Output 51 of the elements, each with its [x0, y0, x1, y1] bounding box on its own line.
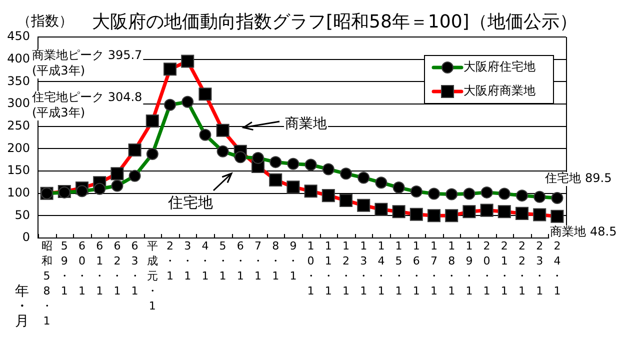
- x-tick-label: 平成元・1: [146, 239, 158, 312]
- x-tick-label: 12・1: [340, 239, 352, 298]
- x-tick-label: 60・1: [76, 239, 88, 298]
- x-tick-label: 63・1: [129, 239, 140, 298]
- y-tick-label: 250: [7, 118, 30, 132]
- x-tick-label: 10・1: [305, 239, 316, 298]
- x-tick-label: 24・1: [552, 239, 563, 298]
- x-axis-title: 年・月: [15, 284, 29, 330]
- x-tick-label: 62・1: [112, 239, 123, 298]
- y-axis-title: （指数）: [17, 14, 73, 30]
- x-tick-label: 61・1: [94, 239, 106, 298]
- x-tick-label: 21・1: [498, 239, 510, 298]
- x-tick-label: 昭和58・1: [41, 239, 52, 328]
- y-tick-label: 450: [7, 29, 30, 44]
- y-tick-label: 50: [14, 208, 30, 222]
- x-tick-label: 14・1: [376, 239, 387, 298]
- x-tick-label: 1 5・1: [393, 239, 404, 298]
- annotation: 商業地 48.5: [550, 224, 617, 238]
- x-tick-label: 22・1: [516, 239, 528, 298]
- x-tick-label: 59・1: [58, 239, 70, 298]
- annotation: 住宅地ピーク 304.8 (平成3年): [31, 90, 142, 120]
- x-tick-label: 3・1: [182, 239, 194, 282]
- annotation: 商業地: [285, 116, 327, 132]
- y-tick-label: 100: [7, 185, 30, 200]
- x-tick-label: 20・1: [481, 239, 492, 298]
- y-tick-label: 300: [7, 96, 30, 110]
- x-tick-label: 4 ・ 1: [200, 239, 211, 282]
- y-tick-label: 350: [7, 74, 30, 88]
- annotation: 商業地ピーク 395.7 (平成3年): [32, 48, 142, 78]
- annotation: 住宅地 89.5: [544, 171, 612, 186]
- legend-label: 大阪府住宅地: [464, 60, 536, 74]
- y-tick-label: 200: [7, 140, 30, 155]
- annotation: 住宅地: [167, 193, 213, 212]
- x-tick-label: 7・1: [252, 239, 264, 282]
- y-tick-label: 150: [7, 163, 30, 178]
- x-tick-label: 2 ・ 1: [164, 239, 176, 282]
- y-tick-label: 400: [7, 51, 30, 66]
- x-tick-label: 1 3・1: [358, 239, 370, 298]
- x-tick-label: 8 ・ 1: [270, 239, 282, 282]
- x-tick-label: 9・1: [288, 239, 299, 282]
- x-tick-label: 1 9・1: [464, 239, 475, 298]
- x-tick-label: 11・1: [322, 239, 334, 298]
- legend-label: 大阪府商業地: [464, 84, 536, 98]
- x-tick-label: 6 ・ 1: [234, 239, 246, 282]
- x-tick-label: 23・1: [534, 239, 546, 298]
- x-tick-label: 1 7・1: [428, 239, 440, 298]
- x-tick-label: 5・1: [217, 239, 228, 282]
- y-tick-label: 0: [22, 230, 30, 244]
- x-tick-label: 16・1: [410, 239, 422, 298]
- chart-title: 大阪府の地価動向指数グラフ[昭和58年＝100]（地価公示）: [92, 12, 578, 33]
- x-tick-label: 18・1: [446, 239, 458, 298]
